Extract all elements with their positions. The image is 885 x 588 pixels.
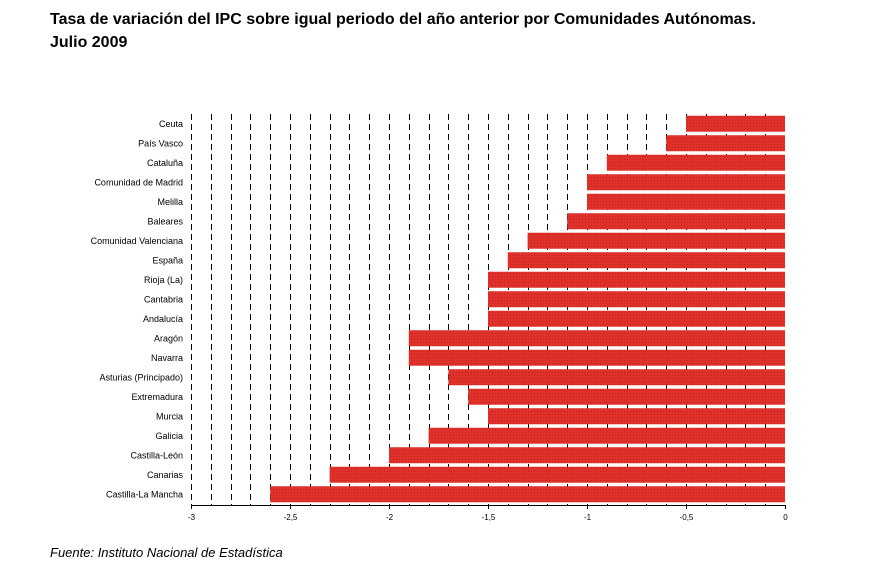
x-tick-label: -1 [584, 513, 592, 522]
bar [270, 486, 785, 503]
bar [448, 369, 785, 386]
x-tick-label: -1,5 [482, 513, 496, 522]
category-label: Canarias [147, 470, 184, 480]
category-label: Extremadura [131, 392, 183, 402]
x-tick-label: -3 [188, 513, 196, 522]
category-label: Castilla-La Mancha [106, 489, 183, 499]
category-label: Baleares [147, 216, 183, 226]
bar [329, 466, 785, 483]
x-tick-label: -2,5 [284, 513, 298, 522]
category-label: Castilla-León [130, 450, 183, 460]
bar [408, 349, 785, 366]
category-label: Andalucía [143, 314, 183, 324]
bar [587, 174, 785, 191]
bar [488, 310, 785, 327]
x-tick-label: 0 [783, 513, 788, 522]
category-label: Cantabria [144, 294, 183, 304]
category-label: España [152, 255, 183, 265]
bar [587, 193, 785, 210]
bar [686, 115, 785, 132]
bar [488, 271, 785, 288]
bar [468, 388, 785, 405]
category-label: Asturias (Principado) [99, 372, 183, 382]
category-label: Comunidad de Madrid [94, 177, 183, 187]
category-label: Comunidad Valenciana [91, 236, 183, 246]
title-line-2: Julio 2009 [50, 34, 128, 51]
category-label: Galicia [155, 431, 183, 441]
bar [389, 447, 785, 464]
bar [428, 427, 785, 444]
chart-title: Tasa de variación del IPC sobre igual pe… [50, 8, 840, 54]
bar [606, 154, 785, 171]
title-line-1: Tasa de variación del IPC sobre igual pe… [50, 11, 756, 28]
category-label: Ceuta [159, 119, 183, 129]
bar [488, 291, 785, 308]
category-label: País Vasco [138, 138, 183, 148]
bar [567, 213, 785, 230]
category-label: Melilla [157, 197, 183, 207]
bar [527, 232, 785, 249]
category-label: Murcia [156, 411, 183, 421]
x-tick-label: -2 [386, 513, 394, 522]
bar [488, 408, 785, 425]
category-label: Aragón [154, 333, 183, 343]
bar [666, 135, 785, 152]
bar [507, 252, 785, 269]
x-tick-label: -0,5 [680, 513, 694, 522]
bar [408, 330, 785, 347]
category-label: Rioja (La) [144, 275, 183, 285]
category-label: Cataluña [147, 158, 183, 168]
source-note: Fuente: Instituto Nacional de Estadístic… [50, 545, 283, 560]
category-label: Navarra [151, 353, 183, 363]
